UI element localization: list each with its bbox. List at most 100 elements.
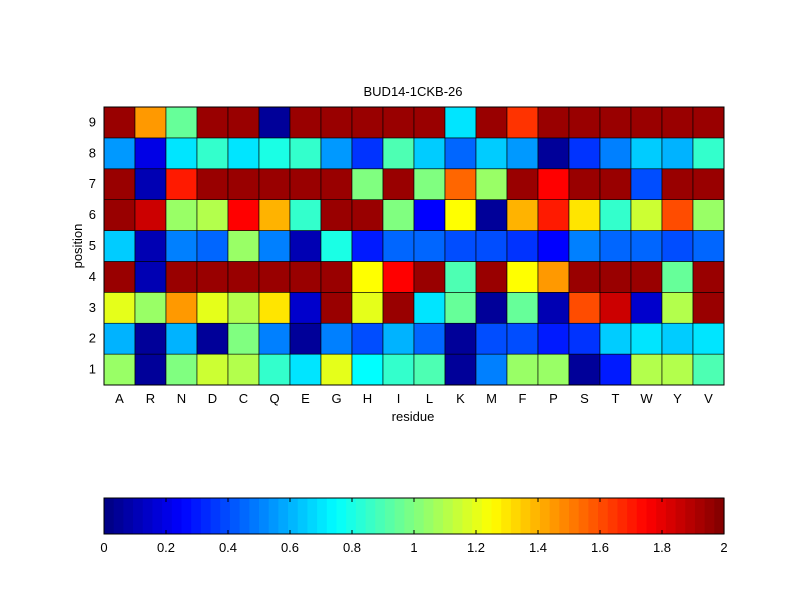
heatmap-cell [692,199,725,231]
colorbar-tick-label: 0.6 [281,540,299,555]
colorbar-step [588,498,599,534]
colorbar-step [559,498,570,534]
heatmap-cell [661,261,694,293]
y-tick-label: 5 [89,238,96,253]
heatmap-cell [227,261,260,293]
heatmap-cell [568,292,601,324]
x-tick-label: L [426,391,433,406]
heatmap-cell [692,137,725,170]
heatmap-cell [351,137,384,170]
colorbar-step [481,498,493,534]
heatmap-cell [165,137,198,170]
colorbar-step [665,498,677,534]
heatmap-cell [196,137,229,170]
heatmap-cell [258,261,291,293]
heatmap-cell [413,261,446,293]
heatmap-cell [506,292,539,324]
x-tick-label: C [239,391,248,406]
heatmap-cell [692,106,725,139]
heatmap-cell [568,261,601,293]
colorbar-step [239,498,250,534]
y-tick-label: 4 [89,269,96,284]
heatmap-cell [413,168,446,200]
colorbar-step [685,498,696,534]
heatmap-cell [444,292,477,324]
y-tick-label: 7 [89,176,96,191]
heatmap-cell [382,353,415,386]
colorbar-step [433,498,444,534]
heatmap-cell [382,230,415,262]
x-tick-label: Y [673,391,682,406]
x-tick-label: I [397,391,401,406]
heatmap-cell [320,106,353,139]
heatmap-cell [165,199,198,231]
heatmap-cell [289,230,322,262]
colorbar-gradient [104,498,725,534]
heatmap-cell [537,137,570,170]
heatmap-cell [506,106,539,139]
heatmap-cell [537,292,570,324]
x-tick-label: A [115,391,124,406]
heatmap-cell [537,199,570,231]
colorbar-step [191,498,202,534]
heatmap-cell [661,230,694,262]
heatmap-cell [537,353,570,386]
heatmap-cell [444,168,477,200]
heatmap-cell [227,292,260,324]
colorbar-step [675,498,686,534]
heatmap-cell [320,353,353,386]
x-tick-label: S [580,391,589,406]
colorbar-step [210,498,221,534]
heatmap-cell [382,292,415,324]
heatmap-cell [320,168,353,200]
heatmap-cell [320,322,353,355]
colorbar-step [404,498,415,534]
colorbar-step [142,498,154,534]
heatmap-cell [351,199,384,231]
heatmap-cell [289,292,322,324]
heatmap-cell [692,168,725,200]
heatmap-cell [289,261,322,293]
colorbar-step [336,498,347,534]
heatmap-cell [103,230,136,262]
x-tick-label: E [301,391,310,406]
colorbar-step [462,498,473,534]
heatmap-cell [196,322,229,355]
heatmap-cell [320,199,353,231]
heatmap-cell [196,353,229,386]
heatmap-cell [599,199,632,231]
heatmap-cell [568,230,601,262]
x-tick-label: Q [269,391,279,406]
heatmap-cell [413,322,446,355]
heatmap-cell [351,292,384,324]
heatmap-cell [227,353,260,386]
colorbar-step [607,498,619,534]
heatmap-cell [103,106,136,139]
heatmap-cell [258,230,291,262]
x-tick-label: D [208,391,217,406]
heatmap-cell [258,168,291,200]
heatmap-cell [289,137,322,170]
heatmap-cell [258,199,291,231]
heatmap-cell [227,168,260,200]
heatmap-cell [258,322,291,355]
heatmap-cell [165,230,198,262]
heatmap-cell [692,353,725,386]
colorbar-step [423,498,434,534]
heatmap-cell [475,230,508,262]
heatmap-cell [692,230,725,262]
heatmap-cell [475,261,508,293]
heatmap-cell [382,106,415,139]
heatmap-cell [413,137,446,170]
y-axis-label: position [70,224,85,269]
heatmap-cell [165,106,198,139]
heatmap-cell [630,168,663,200]
colorbar-tick-label: 0.8 [343,540,361,555]
heatmap-cell [320,137,353,170]
heatmap-cell [630,137,663,170]
heatmap-cell [103,353,136,386]
x-tick-label: K [456,391,465,406]
heatmap-cell [630,292,663,324]
colorbar-step [104,498,115,534]
